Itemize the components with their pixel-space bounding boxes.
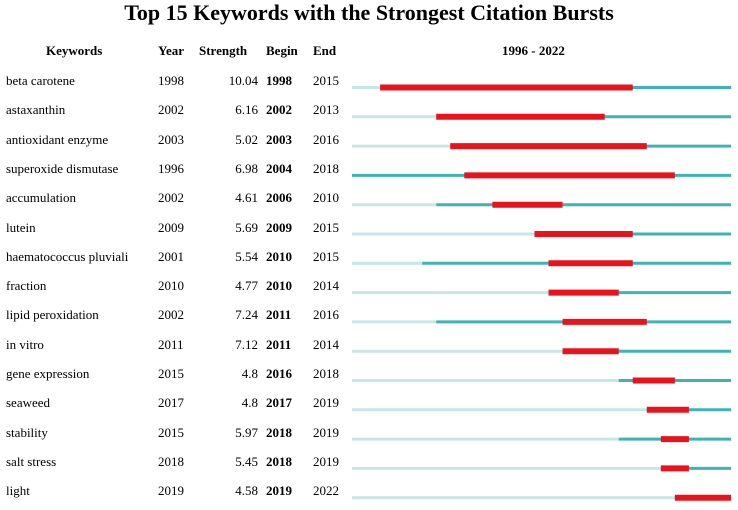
year-cell: 2015 — [158, 424, 184, 440]
keyword-cell: superoxide dismutase — [6, 160, 119, 176]
keyword-cell: fraction — [6, 278, 47, 294]
begin-cell: 2010 — [266, 248, 292, 264]
table-row: haematococcus pluviali 2001 5.54 2010 2015 — [0, 247, 738, 276]
strength-cell: 7.12 — [235, 336, 258, 352]
end-cell: 2015 — [313, 219, 339, 235]
chart-title: Top 15 Keywords with the Strongest Citat… — [124, 0, 614, 25]
year-cell: 2019 — [158, 483, 184, 499]
end-cell: 2014 — [313, 278, 339, 294]
begin-cell: 2006 — [266, 190, 292, 206]
keyword-cell: accumulation — [6, 190, 77, 206]
strength-cell: 6.16 — [235, 102, 258, 118]
keyword-cell: gene expression — [6, 366, 90, 381]
strength-cell: 10.04 — [228, 73, 258, 88]
year-cell: 2010 — [158, 278, 184, 294]
keyword-cell: salt stress — [6, 453, 57, 469]
keyword-cell: light — [6, 483, 30, 499]
end-cell: 2014 — [313, 336, 339, 352]
strength-cell: 4.58 — [235, 483, 258, 499]
table-row: beta carotene 1998 10.04 1998 2015 — [0, 71, 738, 100]
keyword-cell: antioxidant enzyme — [6, 131, 109, 147]
end-cell: 2015 — [313, 73, 339, 88]
header-end: End — [313, 43, 337, 58]
keyword-cell: in vitro — [6, 336, 44, 352]
table-row: superoxide dismutase 1996 6.98 2004 2018 — [0, 159, 738, 188]
end-cell: 2019 — [313, 424, 339, 440]
strength-cell: 5.69 — [235, 219, 258, 235]
table-row: antioxidant enzyme 2003 5.02 2003 2016 — [0, 130, 738, 159]
end-cell: 2013 — [313, 102, 339, 118]
year-cell: 2017 — [158, 395, 184, 411]
keyword-cell: stability — [6, 424, 48, 440]
strength-cell: 4.77 — [235, 278, 258, 294]
begin-cell: 2018 — [266, 424, 292, 440]
begin-cell: 2009 — [266, 219, 292, 235]
header-strength: Strength — [199, 43, 248, 58]
strength-cell: 4.8 — [241, 366, 258, 381]
table-row: accumulation 2002 4.61 2006 2010 — [0, 188, 738, 217]
begin-cell: 2016 — [266, 366, 292, 381]
header-year: Year — [158, 43, 184, 58]
table-row: light 2019 4.58 2019 2022 — [0, 481, 738, 510]
table-row: stability 2015 5.97 2018 2019 — [0, 423, 738, 452]
strength-cell: 5.97 — [235, 424, 258, 440]
begin-cell: 2017 — [266, 395, 292, 411]
begin-cell: 2004 — [266, 160, 292, 176]
table-row: salt stress 2018 5.45 2018 2019 — [0, 452, 738, 481]
keyword-cell: haematococcus pluviali — [6, 248, 129, 264]
header-year-range: 1996 - 2022 — [502, 43, 565, 58]
year-cell: 1996 — [158, 160, 184, 176]
begin-cell: 2010 — [266, 278, 292, 294]
year-cell: 2015 — [158, 366, 184, 381]
keyword-cell: lutein — [6, 219, 36, 235]
year-cell: 2018 — [158, 453, 184, 469]
header-begin: Begin — [266, 43, 298, 58]
end-cell: 2022 — [313, 483, 339, 499]
begin-cell: 2011 — [266, 307, 292, 323]
header-keywords: Keywords — [46, 43, 103, 58]
end-cell: 2019 — [313, 395, 339, 411]
end-cell: 2010 — [313, 190, 339, 206]
begin-cell: 2011 — [266, 336, 292, 352]
keyword-cell: lipid peroxidation — [6, 307, 99, 323]
strength-cell: 5.45 — [235, 453, 258, 469]
strength-cell: 4.8 — [241, 395, 258, 411]
strength-cell: 7.24 — [235, 307, 258, 323]
year-cell: 2003 — [158, 131, 184, 147]
end-cell: 2018 — [313, 366, 339, 381]
end-cell: 2015 — [313, 248, 339, 264]
table-row: seaweed 2017 4.8 2017 2019 — [0, 393, 738, 422]
begin-cell: 2003 — [266, 131, 292, 147]
end-cell: 2018 — [313, 160, 339, 176]
year-cell: 1998 — [158, 73, 184, 88]
strength-cell: 6.98 — [235, 160, 258, 176]
begin-cell: 2002 — [266, 102, 292, 118]
table-row: lipid peroxidation 2002 7.24 2011 2016 — [0, 305, 738, 334]
keyword-cell: seaweed — [6, 395, 51, 411]
year-cell: 2011 — [158, 336, 184, 352]
table-row: in vitro 2011 7.12 2011 2014 — [0, 335, 738, 364]
year-cell: 2001 — [158, 248, 184, 264]
strength-cell: 4.61 — [235, 190, 258, 206]
strength-cell: 5.54 — [235, 248, 258, 264]
table-row: lutein 2009 5.69 2009 2015 — [0, 218, 738, 247]
year-cell: 2002 — [158, 307, 184, 323]
end-cell: 2019 — [313, 453, 339, 469]
table-row: fraction 2010 4.77 2010 2014 — [0, 276, 738, 305]
begin-cell: 2019 — [266, 483, 292, 499]
year-cell: 2009 — [158, 219, 184, 235]
keyword-cell: astaxanthin — [6, 102, 66, 118]
table-row: gene expression 2015 4.8 2016 2018 — [0, 364, 738, 393]
begin-cell: 2018 — [266, 453, 292, 469]
table-row: astaxanthin 2002 6.16 2002 2013 — [0, 100, 738, 129]
year-cell: 2002 — [158, 102, 184, 118]
strength-cell: 5.02 — [235, 131, 258, 147]
end-cell: 2016 — [313, 131, 339, 147]
keyword-cell: beta carotene — [6, 73, 75, 88]
begin-cell: 1998 — [266, 73, 292, 88]
year-cell: 2002 — [158, 190, 184, 206]
end-cell: 2016 — [313, 307, 339, 323]
